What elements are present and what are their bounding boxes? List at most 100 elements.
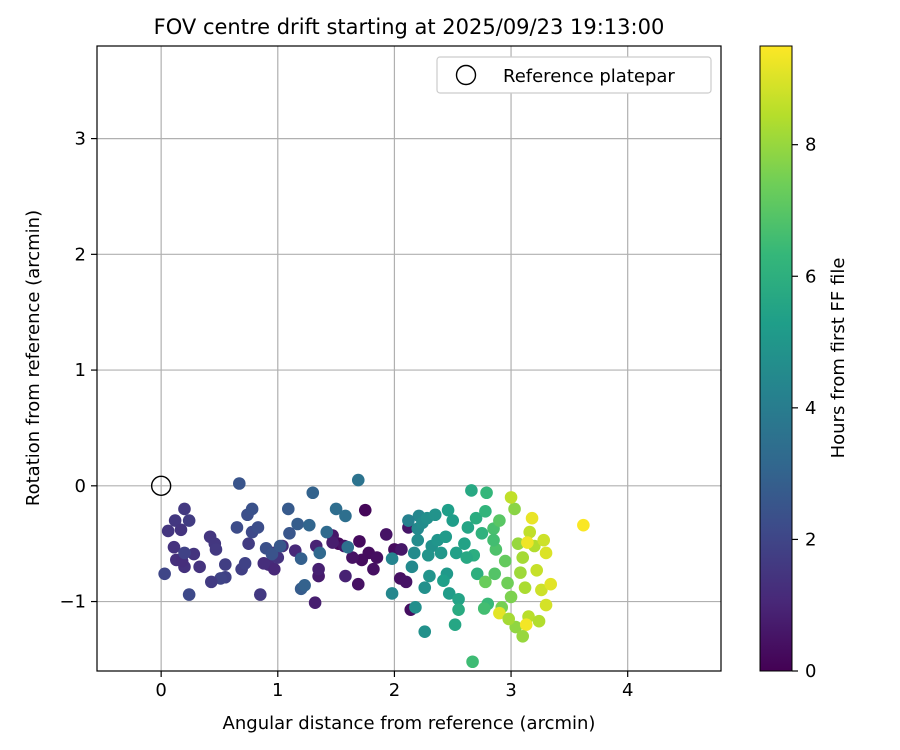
- data-point: [251, 521, 265, 534]
- data-point: [358, 503, 372, 517]
- colorbar-tick-label: 2: [805, 529, 816, 550]
- y-axis: −1 0 1 2 3: [59, 129, 97, 613]
- data-point: [158, 567, 171, 581]
- data-point: [385, 552, 399, 566]
- data-point: [294, 552, 308, 566]
- data-point: [452, 592, 465, 606]
- data-point: [498, 554, 512, 568]
- data-point: [178, 502, 191, 516]
- x-tick-label: 2: [389, 680, 400, 701]
- data-point: [346, 551, 359, 564]
- data-point: [434, 546, 448, 560]
- data-point: [168, 514, 182, 527]
- data-point: [439, 530, 453, 544]
- x-axis-label: Angular distance from reference (arcmin): [223, 713, 596, 734]
- data-point: [449, 546, 463, 560]
- data-point: [283, 526, 296, 540]
- data-point: [370, 551, 384, 564]
- data-point: [452, 603, 465, 616]
- data-point: [525, 511, 539, 525]
- data-point: [521, 536, 534, 549]
- data-point: [193, 560, 206, 574]
- data-point: [530, 564, 544, 577]
- data-point: [402, 514, 415, 527]
- data-point: [273, 539, 287, 553]
- data-point: [205, 575, 218, 589]
- data-point: [442, 587, 456, 600]
- data-point: [411, 533, 425, 547]
- data-point: [523, 525, 537, 539]
- legend-entry-label: Reference platepar: [503, 66, 675, 87]
- data-point: [493, 606, 506, 620]
- colorbar-gradient: [759, 45, 793, 672]
- data-point: [423, 569, 436, 583]
- data-point: [514, 566, 527, 579]
- data-point: [502, 612, 516, 626]
- data-point: [405, 560, 419, 574]
- x-tick-label: 0: [155, 680, 166, 701]
- data-point: [209, 543, 223, 556]
- data-point: [501, 576, 514, 590]
- data-point: [508, 502, 521, 516]
- data-point: [537, 533, 551, 547]
- data-point: [395, 543, 408, 556]
- y-tick-label: 2: [75, 244, 86, 265]
- data-point: [488, 567, 502, 581]
- data-point: [232, 477, 246, 490]
- data-point: [218, 558, 232, 571]
- data-point: [469, 511, 483, 525]
- data-point: [351, 577, 365, 591]
- data-point: [302, 518, 316, 532]
- data-point: [312, 562, 325, 576]
- data-point: [253, 588, 267, 601]
- data-point: [326, 536, 339, 549]
- data-point: [339, 509, 352, 523]
- data-point: [178, 546, 191, 560]
- data-point: [437, 574, 450, 588]
- data-point: [409, 601, 422, 614]
- data-point: [539, 598, 553, 612]
- data-point: [267, 562, 281, 576]
- legend-box: [436, 56, 712, 94]
- data-point: [245, 502, 259, 516]
- x-axis: 0 1 2 3 4: [155, 671, 633, 701]
- y-tick-label: −1: [59, 592, 86, 613]
- y-tick-label: 3: [75, 129, 86, 150]
- colorbar-ticks: 0 2 4 6 8: [792, 135, 816, 682]
- data-point: [167, 540, 181, 554]
- colorbar-label: Hours from first FF file: [828, 258, 849, 459]
- data-point: [465, 484, 478, 497]
- x-tick-label: 4: [622, 680, 633, 701]
- data-point: [329, 502, 343, 516]
- colorbar: 0 2 4 6 8 Hours from first FF file: [759, 45, 849, 682]
- data-point: [238, 557, 252, 570]
- data-point: [458, 537, 471, 550]
- data-point: [511, 537, 525, 550]
- data-point: [493, 514, 506, 527]
- data-point: [470, 567, 484, 581]
- data-point: [577, 518, 590, 532]
- data-point: [516, 551, 530, 564]
- colorbar-tick-label: 4: [805, 398, 816, 419]
- data-point: [544, 577, 558, 591]
- data-point: [385, 587, 399, 600]
- y-tick-label: 1: [75, 360, 86, 381]
- data-point: [306, 486, 320, 500]
- data-point: [518, 581, 532, 594]
- colorbar-tick-label: 8: [805, 135, 816, 156]
- data-point: [475, 526, 489, 540]
- data-point: [446, 514, 460, 527]
- data-point: [428, 508, 442, 522]
- data-point: [461, 521, 475, 534]
- data-point: [187, 547, 201, 561]
- data-point: [265, 547, 279, 561]
- data-point: [313, 546, 327, 560]
- data-point: [479, 504, 492, 518]
- data-point: [182, 514, 196, 527]
- data-point: [487, 533, 500, 547]
- data-point: [308, 596, 322, 610]
- data-point: [353, 535, 366, 548]
- y-axis-label: Rotation from reference (arcmin): [23, 210, 44, 506]
- data-point: [539, 546, 553, 560]
